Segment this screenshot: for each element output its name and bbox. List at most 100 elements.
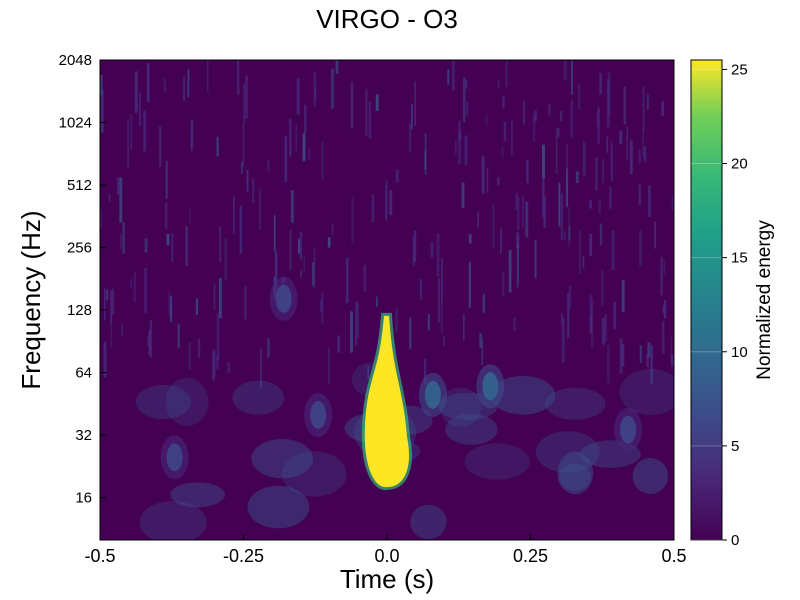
noise-streak <box>566 168 569 207</box>
noise-streak <box>351 197 354 244</box>
x-tick-label: 0.25 <box>513 546 548 566</box>
low-frequency-blotch <box>281 451 347 497</box>
noise-streak <box>144 238 148 253</box>
noise-streak <box>224 237 228 281</box>
noise-streak <box>563 231 566 241</box>
noise-streak <box>565 143 568 175</box>
noise-streak <box>188 342 191 370</box>
noise-streak <box>610 145 613 181</box>
noise-streak <box>111 288 115 316</box>
noise-streak <box>241 161 243 174</box>
noise-streak <box>319 300 323 313</box>
noise-streak <box>244 286 247 320</box>
low-frequency-blotch <box>535 431 600 473</box>
noise-streak <box>148 329 151 355</box>
noise-streak <box>242 84 246 125</box>
low-frequency-blotch <box>410 504 447 540</box>
energy-blob <box>166 443 183 472</box>
noise-streak <box>110 317 113 348</box>
noise-streak <box>442 336 445 347</box>
low-frequency-blotch <box>558 463 591 491</box>
noise-streak <box>274 250 278 298</box>
noise-streak <box>300 269 303 279</box>
noise-streak <box>350 311 353 353</box>
noise-streak <box>110 290 112 325</box>
noise-streak <box>313 247 316 289</box>
noise-streak <box>510 120 513 156</box>
chirp-signal <box>364 315 409 488</box>
noise-streak <box>515 192 518 211</box>
noise-streak <box>215 355 219 370</box>
noise-streak <box>589 294 593 332</box>
noise-streak <box>330 68 334 109</box>
noise-streak <box>327 237 331 248</box>
noise-streak <box>116 177 120 195</box>
noise-layer <box>100 60 674 540</box>
noise-streak <box>663 300 667 319</box>
y-tick-label: 128 <box>67 302 92 319</box>
noise-streak <box>558 182 561 227</box>
noise-streak <box>643 146 647 162</box>
noise-streak <box>166 233 170 246</box>
noise-streak <box>582 255 585 269</box>
noise-streak <box>602 159 605 184</box>
noise-streak <box>525 201 529 238</box>
noise-streak <box>534 110 537 122</box>
colorbar-tick-label: 10 <box>731 344 748 361</box>
noise-streak <box>543 196 546 229</box>
noise-streak <box>171 233 174 262</box>
noise-streak <box>312 262 315 286</box>
noise-streak <box>216 313 220 360</box>
noise-streak <box>575 171 579 184</box>
noise-streak <box>609 186 612 209</box>
noise-streak <box>477 211 480 228</box>
noise-streak <box>164 202 168 229</box>
noise-streak <box>441 258 443 303</box>
noise-streak <box>568 285 572 309</box>
noise-streak <box>661 101 665 117</box>
y-tick-label: 1024 <box>59 115 92 132</box>
noise-streak <box>104 287 106 321</box>
low-frequency-blotch <box>165 377 209 426</box>
noise-streak <box>671 196 674 210</box>
low-frequency-blotch <box>251 438 313 479</box>
noise-streak <box>557 127 560 137</box>
noise-streak <box>648 185 651 218</box>
noise-streak <box>213 283 216 310</box>
noise-streak <box>100 74 103 95</box>
noise-streak <box>133 271 136 303</box>
noise-streak <box>567 293 570 338</box>
noise-streak <box>363 264 367 292</box>
low-frequency-blotch <box>139 501 207 540</box>
noise-streak <box>163 78 167 92</box>
noise-streak <box>168 292 171 315</box>
noise-streak <box>639 230 642 267</box>
noise-streak <box>130 114 133 151</box>
noise-streak <box>647 94 649 110</box>
colorbar <box>690 59 723 541</box>
noise-streak <box>642 86 645 130</box>
noise-streak <box>497 79 500 89</box>
noise-streak <box>216 136 219 157</box>
noise-streak <box>542 176 545 217</box>
noise-streak <box>578 84 581 110</box>
noise-streak <box>189 209 191 225</box>
noise-streak <box>100 209 103 228</box>
noise-streak <box>501 145 504 156</box>
noise-streak <box>578 229 581 274</box>
noise-streak <box>629 140 633 175</box>
noise-streak <box>492 203 495 249</box>
noise-streak <box>604 314 607 343</box>
noise-streak <box>350 82 354 129</box>
noise-streak <box>671 354 674 367</box>
noise-streak <box>571 60 573 95</box>
noise-streak <box>500 227 503 255</box>
noise-streak <box>303 256 306 273</box>
y-tick-label: 32 <box>75 427 92 444</box>
noise-streak <box>650 345 653 384</box>
noise-streak <box>639 345 642 364</box>
noise-streak <box>296 78 300 115</box>
noise-streak <box>619 130 623 145</box>
y-tick-label: 16 <box>75 490 92 507</box>
noise-streak <box>440 300 443 334</box>
